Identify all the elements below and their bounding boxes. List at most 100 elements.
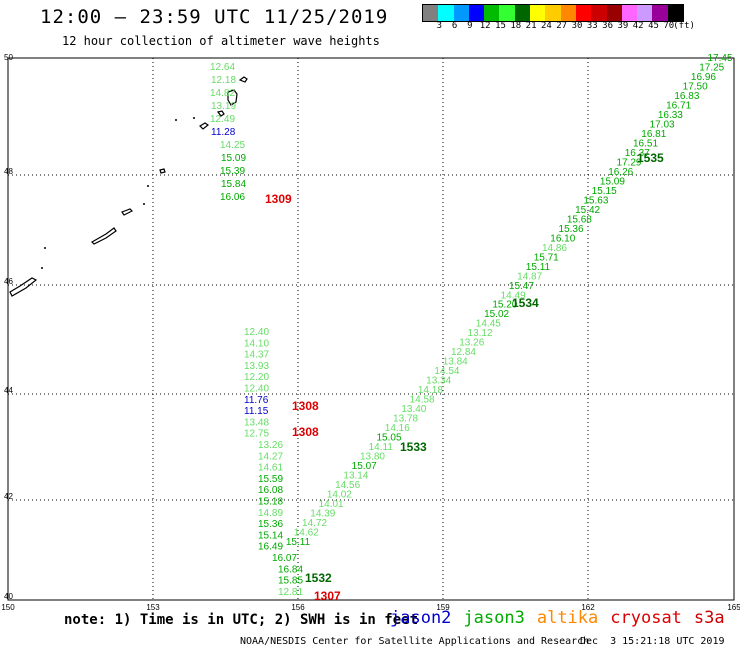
swh-value: 14.39 [310,509,335,520]
color-swatch [484,5,500,21]
swh-value: 15.68 [567,214,592,225]
credit-line: NOAA/NESDIS Center for Satellite Applica… [240,636,590,647]
swh-value: 16.81 [641,129,666,140]
color-scale-label: 18 [510,21,522,31]
swh-value: 16.71 [666,100,691,111]
swh-value: 15.63 [583,195,608,206]
swh-value: 13.26 [459,338,484,349]
color-swatch [453,5,469,21]
swh-value: 12.75 [244,429,269,440]
swh-value: 16.96 [691,72,716,83]
latitude-label: 48 [4,167,13,176]
swh-value: 11.76 [244,395,269,406]
swh-value: 14.49 [501,290,526,301]
swh-value: 13.40 [401,404,426,415]
swh-value: 14.10 [244,338,269,349]
swh-value: 14.45 [476,319,501,330]
swh-value: 15.71 [534,252,559,263]
swh-value: 15.42 [575,205,600,216]
satellite-jason2: jason2 [390,608,452,628]
swh-value: 13.19 [211,101,236,112]
color-swatch [667,5,684,21]
color-scale-label: 70 [663,21,675,31]
swh-value: 14.18 [418,385,443,396]
satellite-cryosat: cryosat [610,608,682,628]
coastline-outline [227,89,238,106]
page-subtitle: 12 hour collection of altimeter wave hei… [62,34,380,48]
color-scale-label: 39 [617,21,629,31]
swh-value: 14.37 [244,350,269,361]
swh-value: 15.84 [221,179,246,190]
swh-value: 15.59 [258,474,283,485]
swh-value: 14.86 [542,243,567,254]
swh-value: 15.15 [592,186,617,197]
color-swatch [637,5,653,21]
swh-value: 17.50 [683,81,708,92]
swh-value: 13.14 [343,471,368,482]
color-swatch [575,5,592,21]
swh-value: 12.84 [451,347,476,358]
color-swatch [560,5,576,21]
swh-value: 15.14 [258,530,283,541]
swh-value: 16.37 [625,148,650,159]
color-scale-label: 15 [495,21,506,31]
swh-value: 11.15 [244,406,269,417]
coastline-outline [159,168,166,174]
coastline-outline [238,76,248,83]
coastline-outline [216,110,225,117]
swh-value: 15.05 [377,433,402,444]
swh-value: 14.58 [410,395,435,406]
latitude-label: 46 [4,277,13,286]
swh-value: 16.84 [278,564,303,575]
swh-value: 15.36 [559,224,584,235]
swh-value: 15.11 [526,262,551,273]
color-swatch [468,5,485,21]
color-scale-bar [422,4,685,22]
swh-value: 13.34 [426,376,451,387]
swh-value: 16.10 [550,233,575,244]
swh-value: 16.51 [633,138,658,149]
island-dot [147,185,149,187]
island-dot [41,267,43,269]
longitude-label: 156 [291,603,305,612]
color-scale-label: 30 [571,21,583,31]
swh-value: 12.18 [211,75,236,86]
swh-value: 15.85 [278,576,303,587]
color-scale-label: 33 [586,21,598,31]
swh-value: 13.93 [244,361,269,372]
swh-value: 13.84 [443,357,468,368]
swh-value: 12.20 [244,372,269,383]
color-swatch [545,5,561,21]
swh-value: 14.61 [258,463,283,474]
swh-value: 12.64 [210,62,235,73]
swh-value: 16.07 [272,553,297,564]
swh-value: 14.87 [517,271,542,282]
swh-value: 15.09 [221,153,246,164]
color-scale-label: 42 [632,21,644,31]
longitude-label: 150 [1,603,15,612]
swh-value: 16.06 [220,192,245,203]
swh-value: 16.49 [258,542,283,553]
coastline-outline [9,277,38,297]
color-swatch [423,5,439,21]
swh-value: 13.78 [393,414,418,425]
swh-value: 14.27 [258,451,283,462]
swh-value: 14.25 [220,140,245,151]
color-swatch [530,5,546,21]
track-id-label: 1308 [292,399,319,413]
color-swatch [652,5,668,21]
track-id-label: 1533 [400,440,427,454]
swh-value: 16.83 [674,91,699,102]
track-id-label: 1534 [512,296,539,310]
swh-value: 14.54 [434,366,459,377]
swh-value: 13.80 [360,452,385,463]
color-scale-label: 24 [540,21,552,31]
latitude-label: 50 [4,53,13,62]
latitude-label: 44 [4,386,13,395]
swh-value: 12.81 [278,587,303,598]
color-scale-label: 21 [525,21,537,31]
swh-value: 16.26 [608,167,633,178]
swh-value: 11.28 [211,127,236,138]
swh-value: 12.49 [210,114,235,125]
